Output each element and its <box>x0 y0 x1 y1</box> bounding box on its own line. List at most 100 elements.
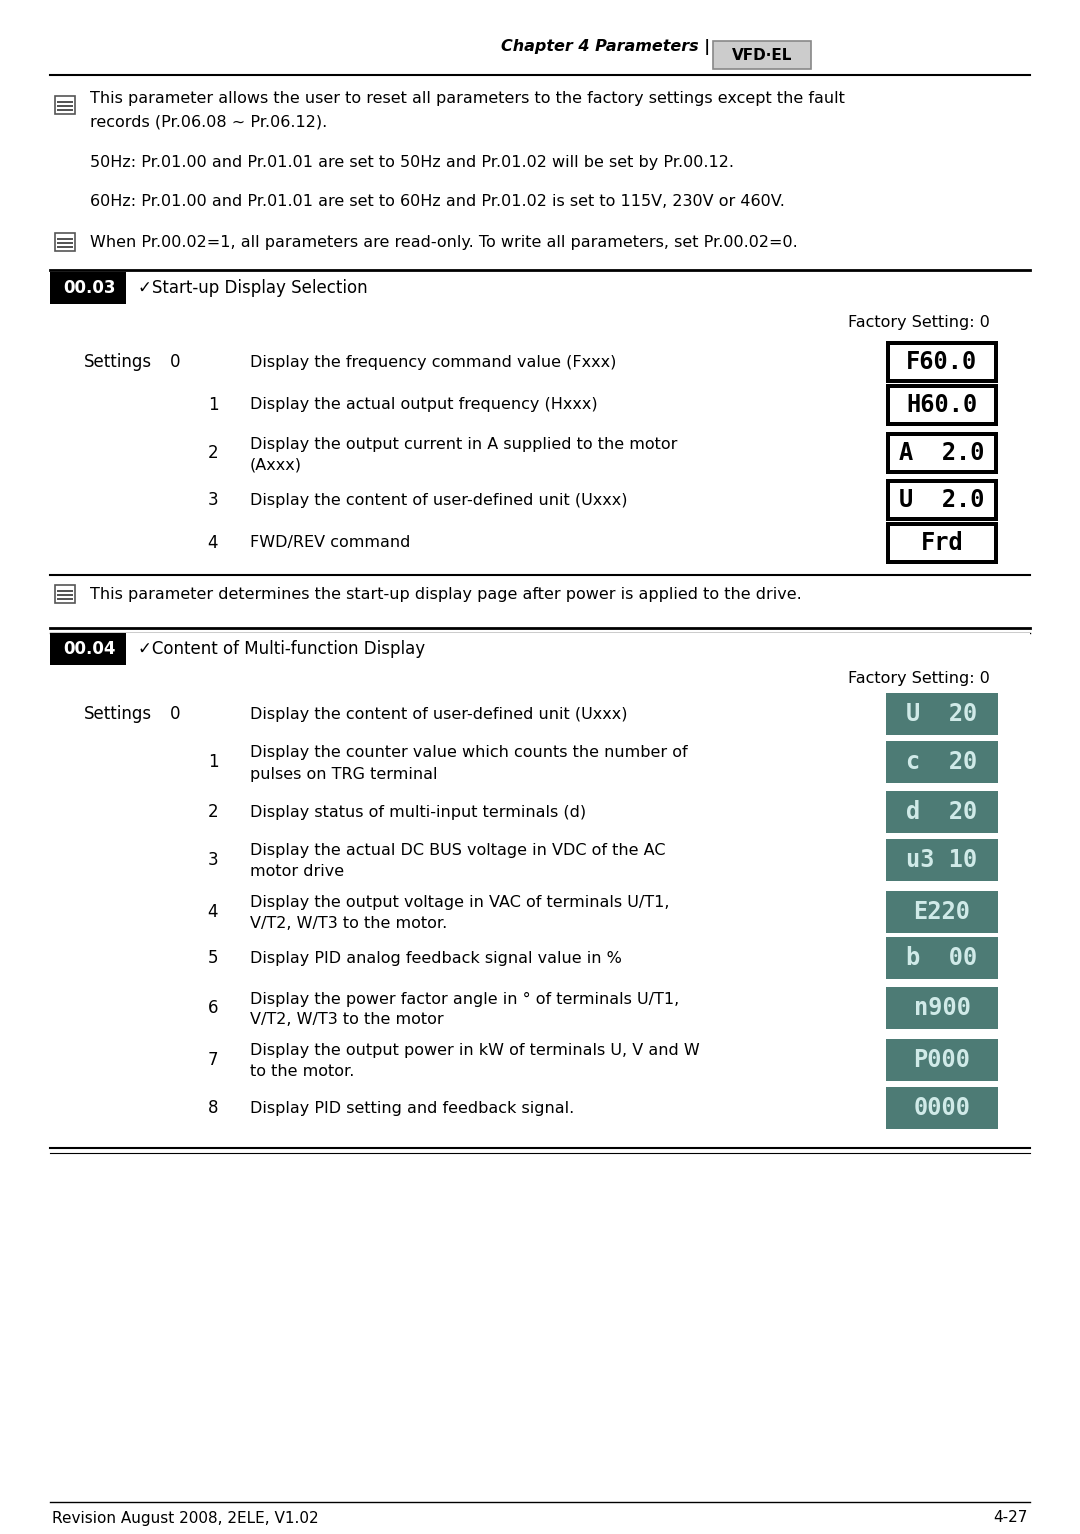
Text: H60.0: H60.0 <box>906 393 977 417</box>
Text: E220: E220 <box>914 900 971 923</box>
Text: n900: n900 <box>914 996 971 1020</box>
Text: records (Pr.06.08 ~ Pr.06.12).: records (Pr.06.08 ~ Pr.06.12). <box>90 115 327 129</box>
Bar <box>55 584 75 603</box>
Bar <box>126 272 1030 304</box>
Text: V/T2, W/T3 to the motor: V/T2, W/T3 to the motor <box>249 1012 444 1028</box>
Text: 60Hz: Pr.01.00 and Pr.01.01 are set to 60Hz and Pr.01.02 is set to 115V, 230V or: 60Hz: Pr.01.00 and Pr.01.01 are set to 6… <box>90 195 785 210</box>
Text: motor drive: motor drive <box>249 865 345 879</box>
Text: 0: 0 <box>170 353 180 371</box>
Bar <box>886 1039 998 1081</box>
Text: 7: 7 <box>207 1051 218 1069</box>
Text: Display the actual output frequency (Hxxx): Display the actual output frequency (Hxx… <box>249 397 597 413</box>
Bar <box>57 101 73 103</box>
Text: 00.03: 00.03 <box>64 279 117 298</box>
Bar <box>886 479 998 522</box>
Bar <box>890 526 994 560</box>
Bar <box>57 598 73 600</box>
Bar <box>57 109 73 110</box>
Bar <box>890 345 994 379</box>
Text: Display the output current in A supplied to the motor: Display the output current in A supplied… <box>249 437 677 451</box>
Text: Display the actual DC BUS voltage in VDC of the AC: Display the actual DC BUS voltage in VDC… <box>249 844 665 859</box>
Text: 00.04: 00.04 <box>64 640 117 658</box>
Text: Display the content of user-defined unit (Uxxx): Display the content of user-defined unit… <box>249 707 627 721</box>
Text: c  20: c 20 <box>906 750 977 775</box>
Bar <box>886 792 998 833</box>
Text: 1: 1 <box>207 396 218 414</box>
Text: This parameter allows the user to reset all parameters to the factory settings e: This parameter allows the user to reset … <box>90 91 845 106</box>
Bar <box>886 341 998 384</box>
Text: Revision August 2008, 2ELE, V1.02: Revision August 2008, 2ELE, V1.02 <box>52 1511 319 1525</box>
Bar <box>50 272 1030 304</box>
Bar <box>886 986 998 1029</box>
Text: b  00: b 00 <box>906 946 977 969</box>
Text: Display PID setting and feedback signal.: Display PID setting and feedback signal. <box>249 1100 575 1115</box>
Text: Settings: Settings <box>84 706 152 723</box>
Bar <box>57 245 73 249</box>
Text: u3 10: u3 10 <box>906 848 977 871</box>
Text: Display the output voltage in VAC of terminals U/T1,: Display the output voltage in VAC of ter… <box>249 896 670 911</box>
Text: (Axxx): (Axxx) <box>249 457 302 472</box>
Text: 0: 0 <box>170 706 180 723</box>
Bar <box>57 591 73 592</box>
FancyBboxPatch shape <box>713 41 811 69</box>
Bar <box>890 436 994 469</box>
Text: 2: 2 <box>207 443 218 462</box>
Text: to the motor.: to the motor. <box>249 1065 354 1080</box>
Bar <box>57 104 73 107</box>
Text: VFD·EL: VFD·EL <box>732 48 793 63</box>
Text: Display the frequency command value (Fxxx): Display the frequency command value (Fxx… <box>249 354 617 370</box>
Text: Display the content of user-defined unit (Uxxx): Display the content of user-defined unit… <box>249 492 627 508</box>
Bar <box>57 242 73 244</box>
Bar <box>55 233 75 252</box>
Bar <box>886 1088 998 1129</box>
Bar <box>890 483 994 517</box>
Text: 8: 8 <box>207 1098 218 1117</box>
Text: This parameter determines the start-up display page after power is applied to th: This parameter determines the start-up d… <box>90 586 801 601</box>
Bar <box>126 634 1030 666</box>
Text: 4: 4 <box>207 904 218 920</box>
Text: d  20: d 20 <box>906 801 977 824</box>
Text: Factory Setting: 0: Factory Setting: 0 <box>848 316 990 330</box>
Text: 3: 3 <box>207 491 218 509</box>
Text: Display the counter value which counts the number of: Display the counter value which counts t… <box>249 746 688 761</box>
Text: ✓Start-up Display Selection: ✓Start-up Display Selection <box>138 279 367 298</box>
Text: P000: P000 <box>914 1048 971 1072</box>
Text: Settings: Settings <box>84 353 152 371</box>
Text: 1: 1 <box>207 753 218 772</box>
Text: pulses on TRG terminal: pulses on TRG terminal <box>249 767 437 781</box>
Text: Frd: Frd <box>920 531 963 555</box>
Text: ✓Content of Multi-function Display: ✓Content of Multi-function Display <box>138 640 426 658</box>
Text: 4: 4 <box>207 534 218 552</box>
Text: 2: 2 <box>207 802 218 821</box>
Text: Factory Setting: 0: Factory Setting: 0 <box>848 670 990 686</box>
Text: F60.0: F60.0 <box>906 350 977 374</box>
Bar <box>886 433 998 474</box>
Bar <box>890 388 994 422</box>
Text: Display the output power in kW of terminals U, V and W: Display the output power in kW of termin… <box>249 1043 700 1058</box>
Text: 5: 5 <box>207 950 218 966</box>
Text: Display PID analog feedback signal value in %: Display PID analog feedback signal value… <box>249 951 622 965</box>
Text: Display the power factor angle in ° of terminals U/T1,: Display the power factor angle in ° of t… <box>249 991 679 1006</box>
Bar <box>57 594 73 597</box>
Bar <box>886 741 998 782</box>
Text: U  20: U 20 <box>906 703 977 726</box>
Bar <box>55 97 75 114</box>
Bar <box>886 839 998 881</box>
Text: A  2.0: A 2.0 <box>900 440 985 465</box>
Text: FWD/REV command: FWD/REV command <box>249 535 410 551</box>
Text: Display status of multi-input terminals (d): Display status of multi-input terminals … <box>249 804 586 819</box>
Text: Chapter 4 Parameters |: Chapter 4 Parameters | <box>501 38 710 55</box>
Text: When Pr.00.02=1, all parameters are read-only. To write all parameters, set Pr.0: When Pr.00.02=1, all parameters are read… <box>90 235 798 250</box>
Text: 6: 6 <box>207 999 218 1017</box>
Text: 4-27: 4-27 <box>994 1511 1028 1525</box>
Text: 0000: 0000 <box>914 1095 971 1120</box>
Bar <box>886 937 998 979</box>
Bar <box>50 634 1030 666</box>
Bar <box>57 238 73 239</box>
Bar <box>886 693 998 735</box>
Text: U  2.0: U 2.0 <box>900 488 985 512</box>
Bar <box>886 384 998 426</box>
Text: 50Hz: Pr.01.00 and Pr.01.01 are set to 50Hz and Pr.01.02 will be set by Pr.00.12: 50Hz: Pr.01.00 and Pr.01.01 are set to 5… <box>90 155 734 169</box>
Text: V/T2, W/T3 to the motor.: V/T2, W/T3 to the motor. <box>249 916 447 931</box>
Bar <box>886 522 998 565</box>
